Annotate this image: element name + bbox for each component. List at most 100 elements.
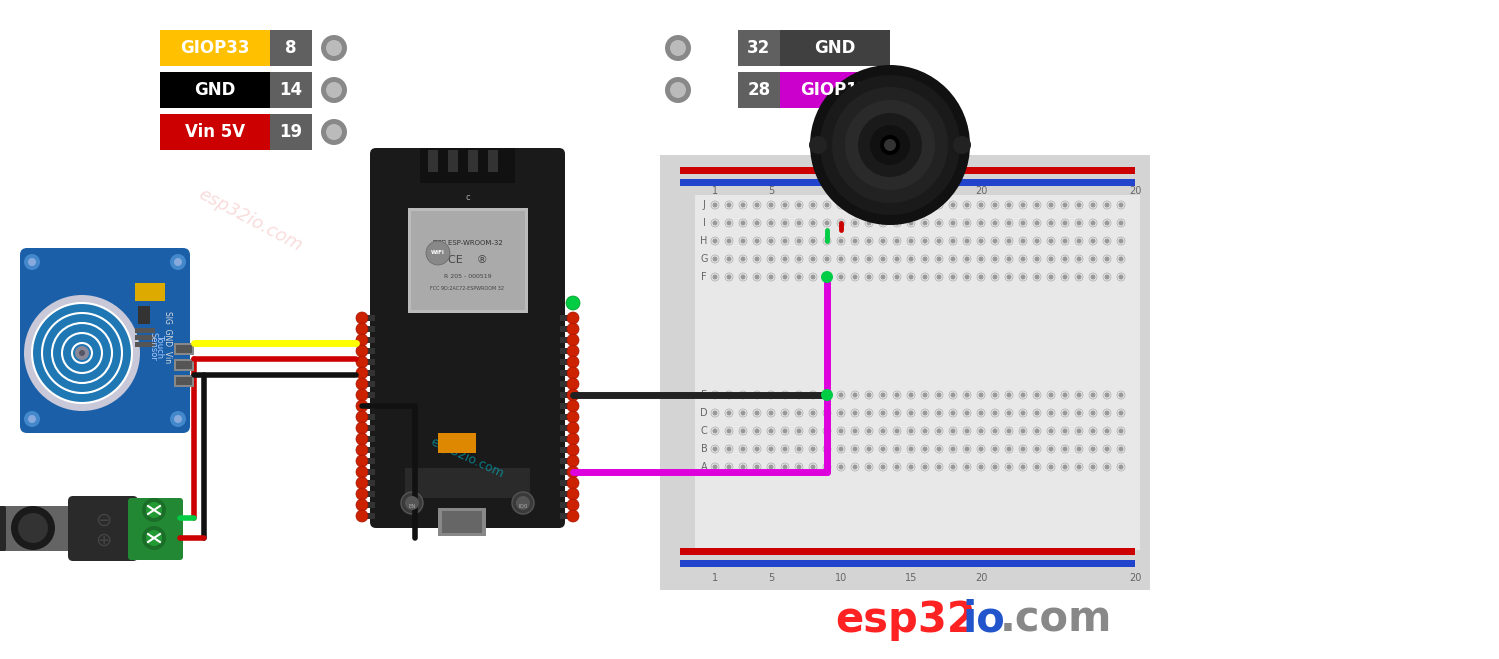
Circle shape: [767, 427, 775, 435]
Circle shape: [794, 255, 803, 263]
Circle shape: [893, 409, 901, 417]
Circle shape: [767, 463, 775, 471]
Circle shape: [836, 427, 845, 435]
Text: esp32io.com: esp32io.com: [195, 185, 304, 255]
Circle shape: [853, 393, 857, 397]
Circle shape: [979, 428, 983, 434]
Circle shape: [782, 239, 787, 243]
Circle shape: [1063, 428, 1067, 434]
Circle shape: [769, 239, 773, 243]
Circle shape: [666, 35, 691, 61]
Bar: [364, 414, 375, 420]
Circle shape: [739, 255, 747, 263]
Bar: [364, 381, 375, 387]
Circle shape: [977, 391, 985, 399]
Circle shape: [1046, 237, 1055, 245]
Circle shape: [1075, 409, 1082, 417]
Circle shape: [1090, 256, 1096, 262]
Circle shape: [567, 345, 579, 357]
Circle shape: [1004, 201, 1013, 209]
Circle shape: [977, 219, 985, 227]
Circle shape: [992, 428, 997, 434]
Circle shape: [752, 463, 761, 471]
Circle shape: [321, 35, 346, 61]
Bar: [160, 72, 270, 108]
Circle shape: [838, 411, 844, 416]
Circle shape: [979, 202, 983, 208]
Circle shape: [794, 201, 803, 209]
Circle shape: [922, 202, 928, 208]
Circle shape: [953, 136, 971, 154]
Circle shape: [711, 445, 720, 453]
Circle shape: [809, 427, 817, 435]
Circle shape: [1061, 391, 1069, 399]
Circle shape: [865, 273, 872, 281]
Circle shape: [823, 391, 830, 399]
Text: J: J: [703, 200, 706, 210]
Bar: [174, 375, 193, 387]
Circle shape: [10, 506, 55, 550]
Bar: [0, 506, 78, 551]
Circle shape: [325, 124, 342, 140]
Circle shape: [922, 221, 928, 225]
Circle shape: [670, 40, 687, 56]
Circle shape: [851, 445, 859, 453]
Circle shape: [752, 445, 761, 453]
Circle shape: [1061, 273, 1069, 281]
Circle shape: [824, 256, 829, 262]
Circle shape: [811, 393, 815, 397]
Circle shape: [991, 427, 998, 435]
Circle shape: [880, 428, 886, 434]
Circle shape: [865, 427, 872, 435]
Circle shape: [1021, 411, 1025, 416]
Bar: [364, 447, 375, 453]
Circle shape: [1103, 255, 1111, 263]
Circle shape: [865, 445, 872, 453]
Circle shape: [838, 393, 844, 397]
Circle shape: [1063, 239, 1067, 243]
Circle shape: [355, 389, 367, 401]
Circle shape: [355, 334, 367, 346]
Bar: [779, 72, 890, 108]
Circle shape: [992, 411, 997, 416]
Circle shape: [52, 323, 112, 383]
Circle shape: [1088, 427, 1097, 435]
Circle shape: [895, 411, 899, 416]
Circle shape: [1117, 237, 1126, 245]
Circle shape: [880, 465, 886, 469]
Circle shape: [1075, 237, 1082, 245]
Circle shape: [1117, 391, 1126, 399]
Circle shape: [1048, 275, 1054, 279]
Circle shape: [1075, 201, 1082, 209]
Circle shape: [712, 447, 718, 451]
Circle shape: [739, 219, 747, 227]
Circle shape: [853, 465, 857, 469]
Circle shape: [1021, 202, 1025, 208]
Circle shape: [739, 427, 747, 435]
Circle shape: [853, 447, 857, 451]
Circle shape: [964, 256, 970, 262]
Bar: [405, 468, 531, 498]
Circle shape: [920, 273, 929, 281]
Circle shape: [769, 256, 773, 262]
Circle shape: [1090, 411, 1096, 416]
Circle shape: [1090, 447, 1096, 451]
Bar: [411, 211, 525, 310]
Circle shape: [796, 256, 802, 262]
Circle shape: [811, 465, 815, 469]
Circle shape: [811, 275, 815, 279]
Circle shape: [991, 219, 998, 227]
Circle shape: [1103, 219, 1111, 227]
Circle shape: [782, 465, 787, 469]
Circle shape: [1021, 256, 1025, 262]
Circle shape: [950, 393, 955, 397]
Circle shape: [865, 237, 872, 245]
Circle shape: [962, 427, 971, 435]
Circle shape: [857, 113, 922, 177]
Circle shape: [1048, 411, 1054, 416]
Circle shape: [920, 237, 929, 245]
Bar: [408, 208, 528, 313]
Circle shape: [1019, 237, 1027, 245]
Circle shape: [781, 445, 788, 453]
Circle shape: [880, 135, 899, 155]
